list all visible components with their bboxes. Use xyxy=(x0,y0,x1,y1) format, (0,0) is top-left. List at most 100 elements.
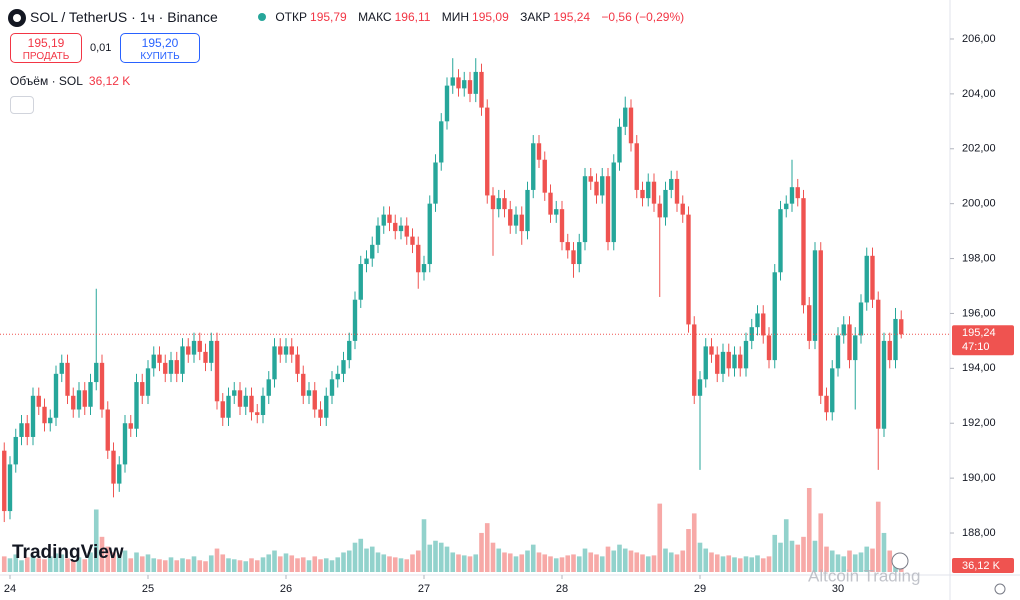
candle-body xyxy=(134,382,139,429)
candle-body xyxy=(387,214,392,223)
volume-bar xyxy=(329,560,335,572)
y-tick-label: 206,00 xyxy=(962,33,996,45)
y-tick-label: 192,00 xyxy=(962,417,996,429)
volume-bar xyxy=(720,556,726,572)
volume-bar xyxy=(444,546,450,572)
x-tick-label: 26 xyxy=(280,583,292,595)
price-axis xyxy=(950,0,1020,575)
candle-body xyxy=(876,299,881,429)
volume-bar xyxy=(703,548,709,572)
volume-bar xyxy=(686,529,691,572)
volume-bar xyxy=(346,550,352,572)
volume-bar xyxy=(237,560,243,572)
candle-body xyxy=(122,423,128,465)
volume-bar xyxy=(128,558,134,572)
volume-bar xyxy=(467,556,473,572)
close-value: 195,24 xyxy=(553,10,591,24)
candle-body xyxy=(795,187,800,199)
candle-body xyxy=(335,373,340,380)
candle-body xyxy=(513,214,519,226)
candle-body xyxy=(588,176,593,182)
volume-bar xyxy=(875,501,881,572)
candle-body xyxy=(82,390,87,407)
candle-body xyxy=(13,436,18,465)
volume-bar xyxy=(507,553,513,572)
volume-bar xyxy=(404,559,410,572)
candle-body xyxy=(812,250,818,341)
candle-body xyxy=(726,351,731,369)
candle-body xyxy=(548,192,553,215)
volume-bar xyxy=(358,538,364,572)
candle-body xyxy=(565,242,570,251)
candle-body xyxy=(364,258,369,265)
volume-bar xyxy=(59,554,65,572)
volume-bar xyxy=(668,552,674,572)
plot xyxy=(0,58,950,572)
candle-body xyxy=(559,209,565,243)
candle-body xyxy=(421,264,427,273)
volume-bar xyxy=(502,552,507,572)
candle-body xyxy=(772,272,777,361)
candle-body xyxy=(663,189,668,218)
candle-body xyxy=(237,390,243,407)
volume-bar xyxy=(433,540,438,572)
volume-bar xyxy=(674,554,680,572)
x-tick-label: 27 xyxy=(418,583,430,595)
volume-bar xyxy=(755,555,760,572)
volume-bar xyxy=(24,557,30,572)
volume-bar xyxy=(295,558,300,572)
y-tick-label: 194,00 xyxy=(962,362,996,374)
volume-legend: Объём · SOL 36,12 K xyxy=(10,74,130,88)
open-value: 195,79 xyxy=(310,10,347,24)
source-watermark: Altcoin Trading xyxy=(808,566,920,585)
volume-bar xyxy=(645,556,651,572)
volume-bar xyxy=(352,542,358,572)
volume-bar xyxy=(283,553,289,572)
volume-bar xyxy=(53,553,59,572)
candle-body xyxy=(536,143,542,160)
volume-bar xyxy=(335,557,341,572)
volume-bar xyxy=(732,557,737,572)
candle-body xyxy=(450,77,455,86)
open-label: ОТКР xyxy=(275,10,308,24)
candle-body xyxy=(651,181,657,204)
volume-bar xyxy=(709,552,714,572)
candle-body xyxy=(473,71,478,94)
volume-bar xyxy=(93,509,99,572)
ohlc-legend: ОТКР 195,79 МАКС 196,11 МИН 195,09 ЗАКР 195,… xyxy=(258,10,692,24)
collapse-button[interactable] xyxy=(10,96,34,114)
candle-body xyxy=(824,395,829,413)
sell-label: ПРОДАТЬ xyxy=(22,51,70,62)
volume-tag xyxy=(952,558,1014,573)
volume-bar xyxy=(818,513,824,572)
settings-icon[interactable] xyxy=(994,583,1006,595)
volume-bar xyxy=(806,488,812,572)
candle-body xyxy=(203,351,208,363)
candle-body xyxy=(312,390,317,410)
candle-body xyxy=(174,360,179,374)
volume-bar xyxy=(824,546,829,572)
candle-body xyxy=(427,203,432,265)
candle-body xyxy=(53,373,59,418)
sell-button[interactable]: 195,19 ПРОДАТЬ xyxy=(10,33,82,63)
x-tick-label: 28 xyxy=(556,583,568,595)
buy-button[interactable]: 195,20 КУПИТЬ xyxy=(120,33,200,63)
candle-body xyxy=(462,80,467,89)
replay-icon[interactable] xyxy=(891,552,909,570)
x-tick-label: 24 xyxy=(4,583,16,595)
buy-label: КУПИТЬ xyxy=(140,51,180,62)
candle-body xyxy=(801,198,806,306)
volume-bar xyxy=(640,554,645,572)
last-price-label: 195,24 xyxy=(962,327,996,339)
candle-body xyxy=(306,390,312,396)
volume-bar xyxy=(760,558,766,572)
volume-bar xyxy=(634,552,640,572)
volume-bar xyxy=(312,556,318,572)
candle-body xyxy=(272,346,277,380)
volume-bar xyxy=(519,554,525,572)
volume-bar xyxy=(783,519,789,572)
volume-bar xyxy=(680,550,686,572)
candle-body xyxy=(646,181,651,199)
